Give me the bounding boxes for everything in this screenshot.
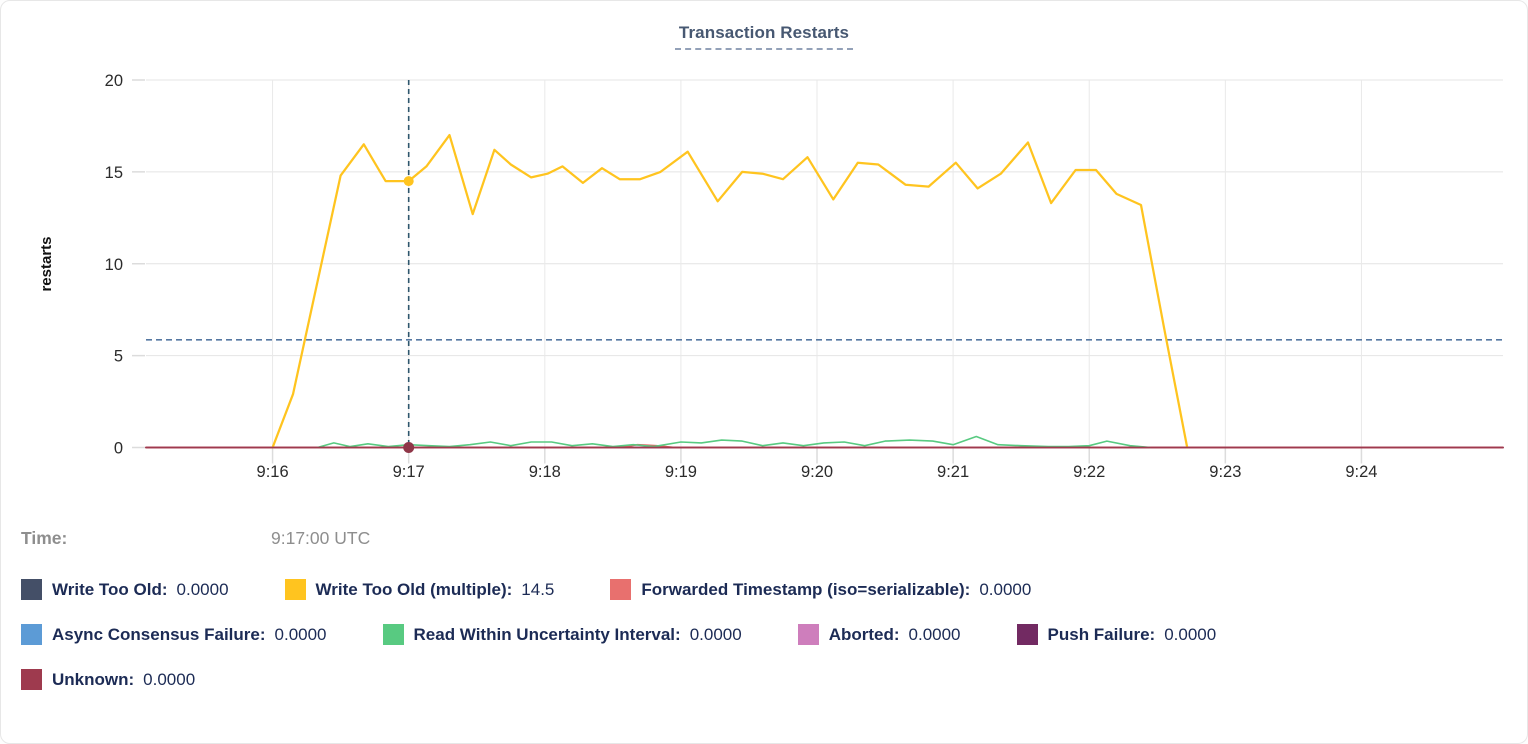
x-tick-label: 9:21 (937, 463, 969, 481)
hover-point-dot (403, 176, 414, 187)
y-tick-label: 20 (105, 72, 123, 90)
series-line-read-within-uncertainty-interval (316, 435, 1152, 449)
legend-row: Unknown: 0.0000 (21, 669, 1527, 690)
legend-item: Unknown: 0.0000 (21, 669, 195, 690)
legend-label: Read Within Uncertainty Interval: (413, 624, 681, 644)
legend-label: Unknown: (52, 669, 135, 689)
legend-item: Push Failure: 0.0000 (1016, 624, 1217, 645)
legend-color-swatch (610, 579, 632, 600)
x-tick-label: 9:23 (1209, 463, 1241, 481)
hover-point-dot (403, 442, 415, 453)
y-tick-label: 10 (105, 256, 123, 274)
x-tick-label: 9:19 (665, 463, 697, 481)
legend-item: Write Too Old (multiple): 14.5 (284, 579, 555, 600)
chart-title[interactable]: Transaction Restarts (674, 23, 854, 50)
hover-tooltip: Time: 9:17:00 UTC Write Too Old: 0.0000 … (1, 528, 1527, 690)
legend-label: Forwarded Timestamp (iso=serializable): (641, 579, 971, 599)
legend-rows: Write Too Old: 0.0000 Write Too Old (mul… (21, 579, 1527, 690)
x-tick-label: 9:22 (1073, 463, 1105, 481)
legend-color-swatch (797, 624, 819, 645)
legend-item: Write Too Old: 0.0000 (21, 579, 229, 600)
legend-color-swatch (1016, 624, 1038, 645)
time-label: Time: (21, 528, 68, 548)
legend-item: Read Within Uncertainty Interval: 0.0000 (382, 624, 742, 645)
legend-color-swatch (21, 669, 42, 690)
legend-color-swatch (382, 624, 404, 645)
legend-value: 0.0000 (908, 624, 961, 644)
legend-color-swatch (21, 624, 42, 645)
legend-value: 0.0000 (143, 669, 196, 689)
legend-item: Async Consensus Failure: 0.0000 (21, 624, 327, 645)
time-value: 9:17:00 UTC (271, 528, 371, 548)
y-tick-label: 15 (105, 164, 123, 182)
legend-item: Aborted: 0.0000 (797, 624, 961, 645)
legend-row: Async Consensus Failure: 0.0000 Read Wit… (21, 624, 1527, 645)
legend-value: 0.0000 (274, 624, 327, 644)
time-row: Time: 9:17:00 UTC (21, 528, 1527, 549)
legend-value: 14.5 (521, 579, 555, 599)
y-tick-label: 0 (114, 440, 123, 458)
legend-label: Push Failure: (1047, 624, 1156, 644)
legend-item: Forwarded Timestamp (iso=serializable): … (610, 579, 1031, 600)
legend-label: Write Too Old (multiple): (315, 579, 513, 599)
legend-value: 0.0000 (1164, 624, 1217, 644)
series-line-write-too-old-multiple (271, 133, 1189, 449)
x-tick-label: 9:17 (393, 463, 425, 481)
legend-label: Write Too Old: (52, 579, 168, 599)
legend-value: 0.0000 (176, 579, 229, 599)
x-tick-label: 9:20 (801, 463, 833, 481)
transaction-restarts-chart[interactable]: 0 5 10 15 20 9:16 9:17 9:18 9:19 9:20 9:21 9:22 9:23… (1, 57, 1528, 502)
x-tick-label: 9:24 (1345, 463, 1377, 481)
legend-label: Aborted: (828, 624, 900, 644)
legend-label: Async Consensus Failure: (52, 624, 266, 644)
y-axis-label: restarts (38, 236, 55, 291)
legend-color-swatch (21, 579, 42, 600)
legend-row: Write Too Old: 0.0000 Write Too Old (mul… (21, 579, 1527, 600)
legend-value: 0.0000 (979, 579, 1032, 599)
x-tick-label: 9:16 (257, 463, 289, 481)
chart-header: Transaction Restarts (1, 23, 1527, 57)
chart-svg[interactable]: 0 5 10 15 20 9:16 9:17 9:18 9:19 9:20 9:21 9:22 9:23… (1, 57, 1528, 502)
legend-value: 0.0000 (689, 624, 742, 644)
y-tick-label: 5 (114, 348, 123, 366)
x-tick-label: 9:18 (529, 463, 561, 481)
legend-color-swatch (284, 579, 306, 600)
